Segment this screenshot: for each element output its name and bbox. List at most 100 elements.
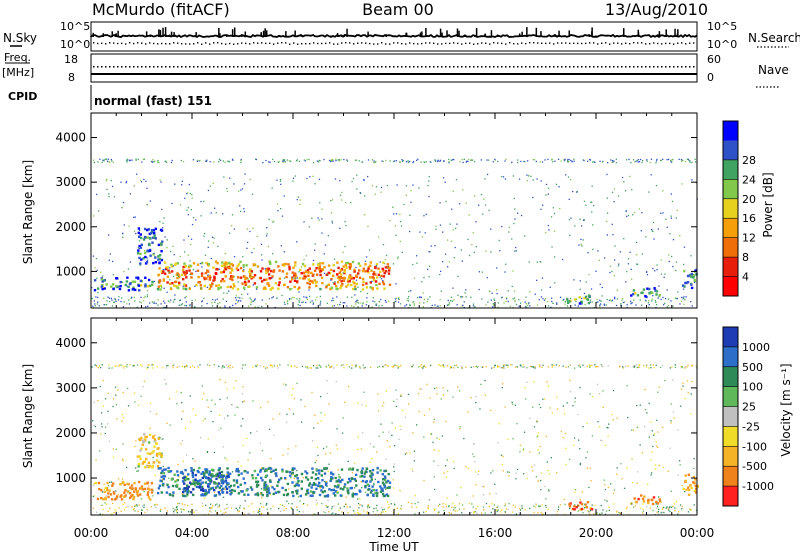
noise-search-dot (249, 43, 251, 45)
scatter-cell (557, 158, 560, 160)
scatter-cell (660, 512, 662, 514)
scatter-cell (387, 365, 389, 367)
scatter-cell (145, 180, 147, 182)
scatter-cell (96, 497, 100, 501)
scatter-cell (490, 251, 492, 253)
scatter-cell (279, 364, 281, 366)
scatter-cell (128, 303, 131, 305)
scatter-cell (219, 414, 221, 416)
scatter-cell (536, 304, 539, 306)
scatter-cell (306, 490, 309, 493)
scatter-cell (123, 224, 125, 226)
scatter-cell (204, 468, 207, 471)
scatter-cell (403, 203, 405, 206)
scatter-cell (442, 506, 444, 508)
scatter-cell (520, 365, 522, 367)
scatter-cell (107, 485, 110, 487)
scatter-cell (212, 182, 214, 185)
scatter-cell (343, 505, 345, 508)
scatter-cell (232, 304, 234, 307)
scatter-cell (152, 456, 154, 459)
scatter-cell (537, 449, 539, 451)
scatter-cell (268, 513, 270, 515)
scatter-cell (668, 260, 670, 263)
scatter-cell (451, 300, 453, 302)
scatter-cell (296, 506, 298, 508)
scatter-cell (230, 275, 233, 278)
scatter-cell (531, 366, 533, 368)
scatter-cell (327, 283, 330, 286)
scatter-cell (181, 508, 183, 510)
scatter-cell (384, 299, 387, 302)
scatter-cell (433, 476, 435, 478)
scatter-cell (553, 364, 555, 366)
scatter-cell (646, 287, 649, 290)
scatter-cell (579, 280, 581, 282)
scatter-cell (294, 261, 297, 264)
scatter-cell (393, 503, 396, 505)
scatter-cell (566, 160, 569, 162)
scatter-cell (206, 494, 208, 496)
scatter-cell (363, 214, 366, 216)
scatter-cell (182, 265, 185, 269)
scatter-cell (611, 161, 613, 163)
scatter-cell (183, 477, 186, 480)
scatter-cell (137, 480, 141, 484)
scatter-cell (106, 160, 109, 162)
scatter-cell (643, 365, 645, 367)
scatter-cell (195, 509, 197, 511)
scatter-cell (584, 503, 586, 505)
scatter-cell (236, 268, 240, 272)
noise-search-dot (649, 43, 651, 45)
scatter-cell (562, 405, 565, 407)
scatter-cell (138, 256, 141, 260)
scatter-cell (326, 302, 328, 304)
scatter-cell (540, 289, 543, 291)
scatter-cell (258, 513, 261, 515)
scatter-cell (384, 258, 386, 261)
scatter-cell (135, 467, 137, 469)
scatter-cell (682, 487, 685, 491)
scatter-cell (272, 418, 274, 420)
scatter-cell (642, 503, 644, 505)
nave-dot (369, 66, 371, 68)
scatter-cell (571, 160, 573, 162)
scatter-cell (582, 159, 584, 161)
scatter-cell (429, 161, 431, 163)
scatter-cell (103, 304, 105, 306)
scatter-cell (126, 482, 129, 486)
scatter-cell (683, 285, 686, 288)
scatter-cell (379, 469, 382, 472)
scatter-cell (177, 273, 180, 276)
noise-search-dot (569, 42, 571, 45)
scatter-cell (188, 481, 192, 484)
scatter-cell (288, 299, 291, 301)
scatter-cell (684, 367, 686, 369)
scatter-cell (674, 366, 677, 368)
nave-dot (109, 66, 111, 68)
scatter-cell (393, 470, 395, 473)
scatter-cell (353, 477, 356, 481)
noise-search-dot (233, 43, 235, 45)
scatter-cell (484, 394, 486, 396)
scatter-cell (634, 500, 638, 504)
scatter-cell (268, 161, 270, 163)
scatter-cell (480, 383, 482, 385)
scatter-cell (175, 479, 178, 481)
scatter-cell (179, 255, 181, 258)
scatter-cell (184, 251, 186, 253)
scatter-cell (654, 468, 657, 470)
scatter-cell (134, 288, 137, 292)
scatter-cell (640, 158, 642, 161)
scatter-cell (144, 285, 147, 288)
scatter-cell (660, 501, 662, 503)
scatter-cell (611, 414, 613, 416)
scatter-cell (694, 491, 698, 494)
y-tick-label: 4000 (55, 131, 86, 145)
scatter-cell (138, 487, 142, 490)
scatter-cell (160, 475, 163, 479)
scatter-cell (162, 472, 166, 475)
scatter-cell (142, 385, 144, 388)
scatter-cell (182, 460, 185, 462)
scatter-cell (227, 160, 229, 162)
